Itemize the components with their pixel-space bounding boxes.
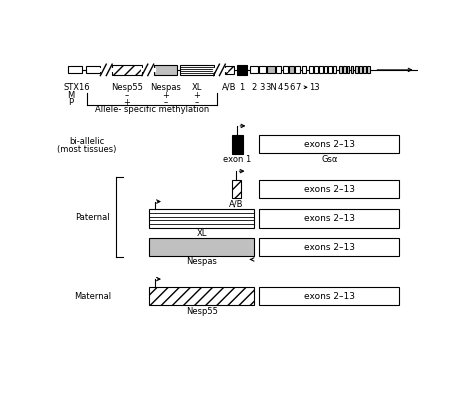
Bar [149,210,254,228]
Text: Gsα: Gsα [321,155,337,164]
Text: (most tissues): (most tissues) [57,145,117,153]
Bar [328,67,332,74]
Bar [319,67,323,74]
Text: exons 2–13: exons 2–13 [304,185,355,194]
Bar [301,67,307,74]
Bar [259,287,399,305]
Bar [154,65,177,75]
Bar [295,67,300,74]
Text: exons 2–13: exons 2–13 [304,140,355,149]
Text: 3N: 3N [266,83,277,92]
Text: 7: 7 [296,83,301,92]
Bar [267,67,274,74]
Text: 5: 5 [283,83,289,92]
Text: Nespas: Nespas [150,83,181,92]
Bar [112,65,142,75]
Text: 2: 2 [251,83,256,92]
Text: 1: 1 [239,83,245,92]
Text: 3: 3 [260,83,265,92]
Text: A/B: A/B [222,83,237,92]
Bar [355,67,357,74]
Bar [259,238,399,256]
Text: Nespas: Nespas [186,257,217,266]
Text: exons 2–13: exons 2–13 [304,292,355,301]
Bar [363,67,365,74]
Bar [339,67,342,74]
Bar [351,67,354,74]
Text: P: P [68,98,73,107]
Bar [346,67,349,74]
Text: 4: 4 [277,83,283,92]
Bar [314,67,318,74]
Text: M: M [67,91,74,100]
Text: 13: 13 [309,83,319,92]
Text: exon 1: exon 1 [223,155,252,164]
Text: STX16: STX16 [63,83,90,92]
Text: XL: XL [191,83,202,92]
Bar [367,67,370,74]
Bar [215,64,223,76]
Bar [259,180,399,199]
Text: A/B: A/B [229,200,244,208]
Text: bi-allelic: bi-allelic [69,136,104,145]
Bar [237,65,247,75]
Bar [289,67,294,74]
Bar [68,67,82,74]
Text: Allele- specific methylation: Allele- specific methylation [95,105,210,114]
Bar [225,66,234,74]
Bar [149,238,254,256]
Text: +: + [193,91,200,100]
Bar [259,67,266,74]
Bar [101,64,109,76]
Bar [283,67,288,74]
Text: +: + [162,91,169,100]
Text: Nesp55: Nesp55 [186,307,218,316]
Bar [259,135,399,153]
Bar [359,67,362,74]
Text: Paternal: Paternal [75,212,109,222]
Bar [143,64,151,76]
Bar [232,135,243,154]
Text: +: + [123,98,130,107]
Bar [86,67,100,74]
Text: Nesp55: Nesp55 [111,83,143,92]
Text: Maternal: Maternal [74,292,111,301]
Bar [333,67,336,74]
Bar [343,67,346,74]
Text: –: – [125,91,129,100]
Bar [232,180,241,199]
Bar [149,287,254,305]
Bar [309,67,313,74]
Bar [259,210,399,228]
Text: exons 2–13: exons 2–13 [304,214,355,223]
Text: –: – [164,98,168,107]
Text: –: – [194,98,199,107]
Text: 6: 6 [290,83,295,92]
Bar [276,67,282,74]
Text: exons 2–13: exons 2–13 [304,242,355,252]
Bar [250,67,258,74]
Text: XL: XL [196,229,207,238]
Bar [180,65,213,75]
Bar [324,67,328,74]
